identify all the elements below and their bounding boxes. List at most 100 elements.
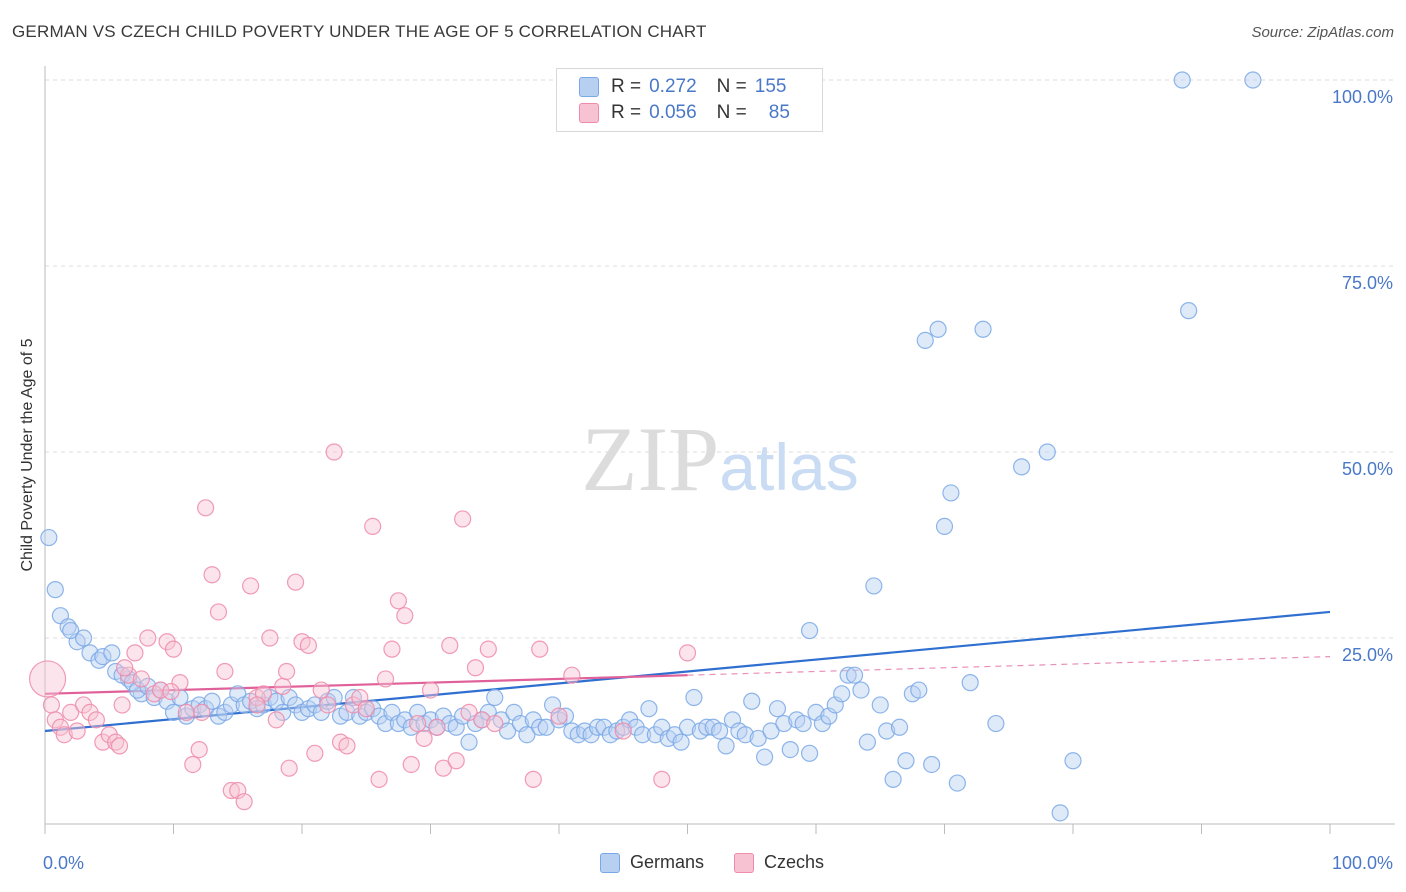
germans-point: [762, 722, 780, 740]
czechs-point: [563, 666, 581, 684]
czechs-trend-extension: [687, 656, 1331, 676]
czechs-point: [319, 696, 337, 714]
czechs-point: [306, 744, 324, 762]
germans-point: [884, 770, 902, 788]
germans-point: [698, 718, 716, 736]
germans-point: [499, 722, 517, 740]
czechs-point: [370, 770, 388, 788]
germans-swatch: [579, 77, 599, 97]
czechs-point: [460, 703, 478, 722]
stats-row-czechs: R = 0.056 N = 85: [579, 101, 790, 125]
czechs-point: [396, 607, 414, 625]
germans-point: [40, 528, 58, 547]
czechs-point: [68, 722, 86, 740]
czechs-point: [524, 770, 542, 788]
czechs-point: [357, 700, 375, 718]
germans-point: [794, 714, 812, 733]
germans-point: [845, 666, 864, 684]
czechs-point: [376, 670, 395, 688]
czechs-n-value: 85: [768, 102, 790, 123]
germans-point: [711, 722, 729, 740]
chart-source: Source: ZipAtlas.com: [1251, 24, 1394, 41]
gridlines: [45, 79, 1395, 639]
germans-point: [1173, 71, 1191, 89]
germans-point: [852, 681, 870, 699]
czechs-point: [550, 707, 568, 725]
czechs-point: [235, 793, 253, 811]
czechs-point: [110, 737, 129, 755]
germans-point: [1012, 458, 1031, 476]
germans-point: [935, 517, 954, 536]
germans-point: [685, 688, 703, 707]
czechs-point: [162, 682, 180, 701]
czechs-point: [209, 603, 228, 621]
czechs-point: [267, 711, 285, 729]
legend-item-germans[interactable]: Germans: [600, 852, 704, 873]
germans-point: [781, 740, 799, 759]
czechs-point: [531, 640, 549, 658]
germans-point: [897, 752, 915, 770]
legend-label-czechs: Czechs: [764, 852, 825, 872]
stats-row-germans: R = 0.272 N = 155: [579, 75, 786, 99]
czechs-point: [193, 703, 211, 722]
germans-n-value: 155: [754, 76, 787, 97]
germans-point: [128, 681, 147, 699]
watermark-zip: ZIP: [581, 408, 719, 510]
czechs-point: [466, 659, 485, 677]
czechs-point: [274, 677, 292, 695]
germans-point: [775, 714, 793, 733]
y-tick-label: 50.0%: [1342, 459, 1393, 479]
germans-point: [486, 688, 504, 707]
watermark-atlas: atlas: [719, 430, 858, 504]
czechs-point: [222, 781, 240, 800]
czechs-point: [113, 696, 131, 714]
czechs-point: [428, 718, 446, 736]
czechs-point: [171, 674, 189, 692]
czechs-point: [116, 659, 134, 677]
czechs-point: [338, 737, 356, 755]
germans-point: [460, 733, 478, 751]
germans-point: [717, 737, 735, 755]
germans-point: [203, 692, 221, 710]
y-tick-label: 25.0%: [1342, 645, 1393, 665]
germans-point: [743, 692, 761, 710]
czechs-point: [325, 443, 343, 461]
czechs-point: [383, 640, 401, 658]
germans-point: [588, 718, 607, 736]
germans-point: [878, 722, 896, 740]
czechs-point: [261, 629, 279, 647]
germans-point: [1051, 804, 1069, 822]
n-label: N =: [716, 76, 747, 97]
czechs-swatch: [579, 103, 599, 123]
czechs-point: [280, 759, 298, 777]
germans-point: [537, 718, 555, 736]
germans-point: [755, 748, 774, 766]
legend-item-czechs[interactable]: Czechs: [734, 852, 824, 873]
czechs-point: [132, 670, 150, 688]
germans-point: [164, 703, 183, 722]
czechs-point: [286, 573, 305, 591]
czechs-point: [409, 714, 427, 733]
czechs-point: [473, 711, 491, 729]
czechs-point: [441, 636, 459, 655]
germans-point: [910, 681, 928, 699]
czechs-point: [164, 640, 183, 658]
czechs-point: [248, 696, 266, 714]
germans-point: [633, 726, 652, 744]
czechs-point: [447, 752, 465, 770]
germans-legend-swatch: [600, 852, 620, 873]
czechs-point: [197, 499, 215, 517]
germans-point: [736, 726, 754, 744]
watermark: ZIPatlas: [581, 408, 858, 510]
germans-point: [94, 647, 112, 666]
germans-point: [1244, 71, 1262, 89]
trend-lines: [44, 610, 1331, 733]
stats-legend: R = 0.272 N = 155 R = 0.056 N = 85: [556, 68, 823, 132]
germans-point: [890, 718, 909, 736]
legend-label-germans: Germans: [630, 852, 705, 872]
czechs-point: [389, 592, 407, 610]
germans-point: [858, 733, 877, 751]
germans-point: [171, 688, 189, 707]
germans-r-value: 0.272: [649, 76, 697, 97]
